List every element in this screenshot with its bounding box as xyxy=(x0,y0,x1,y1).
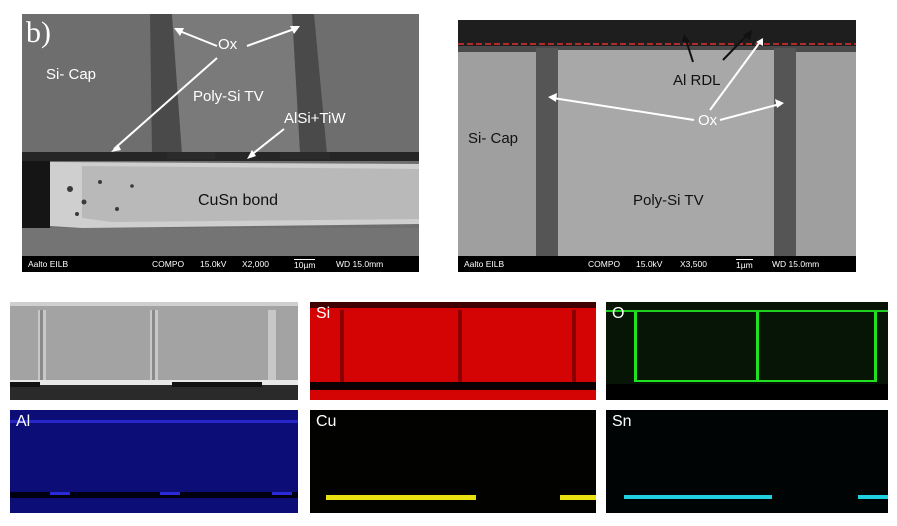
infobar-kv: 15.0kV xyxy=(200,259,227,269)
label-ox: Ox xyxy=(218,36,238,53)
label-alsi-tiw: AlSi+TiW xyxy=(284,110,346,127)
infobar-mode: COMPO xyxy=(588,259,621,269)
sem-panel-right-graphic xyxy=(458,20,856,256)
label-poly-si-tv: Poly-Si TV xyxy=(193,88,264,105)
label-ox-right: Ox xyxy=(698,112,718,129)
label-al-rdl: Al RDL xyxy=(673,72,721,89)
sem-infobar-right: Aalto EILB COMPO 15.0kV X3,500 1µm WD 15… xyxy=(458,256,856,272)
eds-map-cu: Cu xyxy=(310,410,596,513)
label-cusn-bond: CuSn bond xyxy=(198,192,279,209)
infobar-wd: WD 15.0mm xyxy=(772,259,820,269)
infobar-wd: WD 15.0mm xyxy=(336,259,384,269)
eds-label-al: Al xyxy=(16,413,31,430)
sem-panel-b: b) Ox Si- Cap Poly-Si TV AlSi+TiW CuSn b… xyxy=(22,14,419,272)
eds-map-al: Al xyxy=(10,410,298,513)
sem-panel-right: Al RDL Ox Si- Cap Poly-Si TV Aalto EILB … xyxy=(458,20,856,272)
infobar-scale: 10µm xyxy=(294,259,316,270)
infobar-scale: 1µm xyxy=(736,259,753,270)
infobar-lab: Aalto EILB xyxy=(464,259,505,269)
eds-map-si: Si xyxy=(310,302,596,400)
infobar-mode: COMPO xyxy=(152,259,185,269)
eds-label-si: Si xyxy=(316,305,331,322)
infobar-lab: Aalto EILB xyxy=(28,259,69,269)
eds-label-o: O xyxy=(612,305,625,322)
sem-infobar-b: Aalto EILB COMPO 15.0kV X2,000 10µm WD 1… xyxy=(22,256,419,272)
eds-map-sem xyxy=(10,302,298,400)
eds-label-sn: Sn xyxy=(612,413,632,430)
infobar-mag: X3,500 xyxy=(680,259,707,269)
label-poly-si-tv-right: Poly-Si TV xyxy=(633,192,704,209)
label-si-cap-right: Si- Cap xyxy=(468,130,519,147)
infobar-kv: 15.0kV xyxy=(636,259,663,269)
panel-letter: b) xyxy=(26,16,51,49)
eds-map-o: O xyxy=(606,302,888,400)
eds-label-cu: Cu xyxy=(316,413,337,430)
infobar-mag: X2,000 xyxy=(242,259,269,269)
label-si-cap: Si- Cap xyxy=(46,66,97,83)
eds-map-sn: Sn xyxy=(606,410,888,513)
sem-panel-b-graphic xyxy=(22,14,419,272)
